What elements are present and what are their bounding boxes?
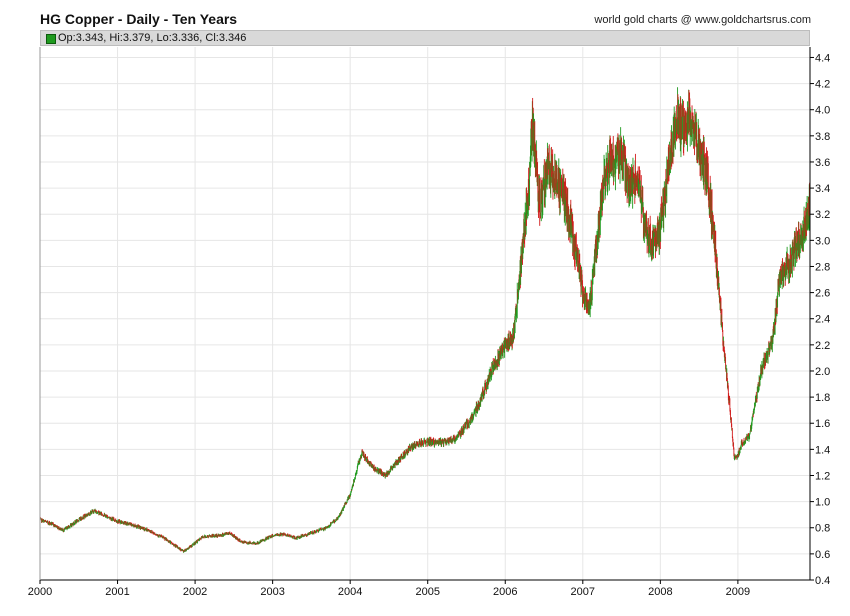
x-tick-label: 2004 — [338, 586, 362, 598]
source-credit: world gold charts @ www.goldchartsrus.co… — [594, 14, 811, 26]
chart-title: HG Copper - Daily - Ten Years — [40, 11, 238, 27]
x-tick-label: 2002 — [183, 586, 207, 598]
y-tick-label: 1.8 — [815, 392, 830, 404]
y-tick-label: 1.2 — [815, 470, 830, 482]
gridlines — [39, 47, 810, 581]
y-tick-label: 0.4 — [815, 575, 830, 587]
x-tick-label: 2005 — [415, 586, 439, 598]
y-tick-label: 3.4 — [815, 183, 830, 195]
y-tick-label: 0.8 — [815, 523, 830, 535]
x-tick-label: 2001 — [105, 586, 129, 598]
y-tick-label: 1.4 — [815, 444, 830, 456]
y-tick-label: 4.0 — [815, 105, 830, 117]
x-tick-label: 2003 — [260, 586, 284, 598]
y-axis-ticks: 0.4 0.6 0.8 1.0 1.2 1.4 1.6 1.8 2.0 2.2 2.4 2.6 2.8 3… — [810, 52, 830, 587]
x-tick-label: 2006 — [493, 586, 517, 598]
ohlc-readout: Op:3.343, Hi:3.379, Lo:3.336, Cl:3.346 — [58, 32, 247, 44]
y-tick-label: 2.4 — [815, 314, 830, 326]
ohlc-bars — [39, 87, 811, 553]
y-tick-label: 1.0 — [815, 497, 830, 509]
y-tick-label: 0.6 — [815, 549, 830, 561]
legend-swatch — [46, 34, 56, 44]
ohlc-legend: Op:3.343, Hi:3.379, Lo:3.336, Cl:3.346 — [40, 30, 810, 46]
x-tick-label: 2000 — [28, 586, 52, 598]
y-tick-label: 4.2 — [815, 79, 830, 91]
x-tick-label: 2007 — [571, 586, 595, 598]
y-tick-label: 1.6 — [815, 418, 830, 430]
y-tick-label: 3.2 — [815, 209, 830, 221]
y-tick-label: 2.0 — [815, 366, 830, 378]
y-tick-label: 2.2 — [815, 340, 830, 352]
x-tick-label: 2008 — [648, 586, 672, 598]
y-tick-label: 2.6 — [815, 288, 830, 300]
x-axis-ticks: 2000 2001 2002 2003 2004 2005 2006 2007 2008 2009 — [28, 580, 750, 598]
y-tick-label: 2.8 — [815, 261, 830, 273]
y-tick-label: 3.8 — [815, 131, 830, 143]
y-tick-label: 3.0 — [815, 235, 830, 247]
y-tick-label: 4.4 — [815, 52, 830, 64]
x-tick-label: 2009 — [726, 586, 750, 598]
y-tick-label: 3.6 — [815, 157, 830, 169]
